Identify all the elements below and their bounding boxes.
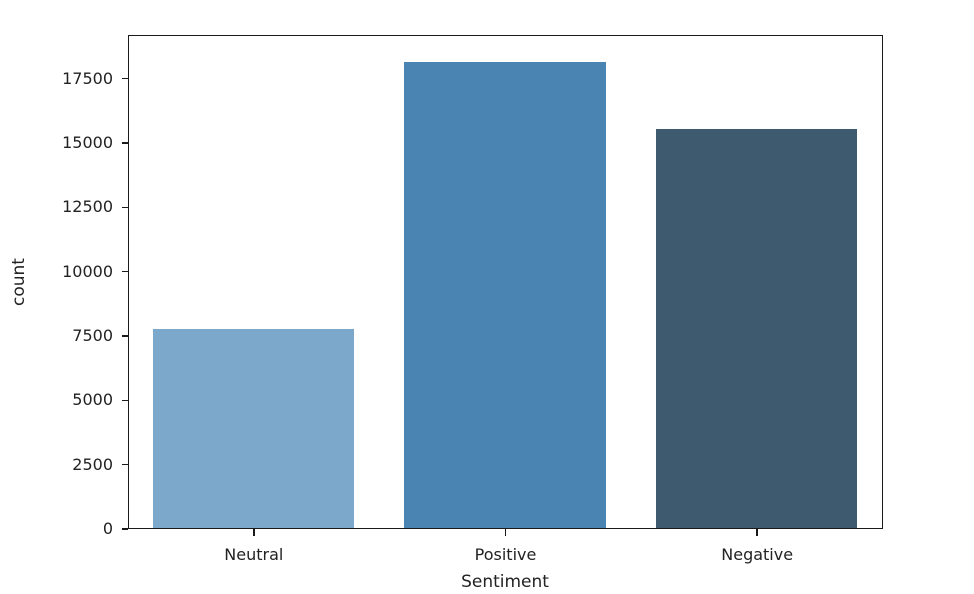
y-tick-mark: [121, 335, 128, 337]
bar-positive: [404, 62, 606, 528]
y-tick-label: 5000: [72, 390, 113, 410]
y-tick-mark: [121, 528, 128, 530]
bar-neutral: [152, 328, 354, 528]
y-axis-label: count: [9, 258, 29, 306]
x-tick-mark: [756, 529, 758, 536]
x-tick-mark: [504, 529, 507, 536]
bar-negative: [656, 129, 858, 528]
x-tick-label-neutral: Neutral: [224, 545, 284, 564]
y-tick-label: 7500: [72, 326, 113, 346]
y-tick-label: 15000: [62, 133, 113, 153]
y-tick-label: 10000: [62, 261, 113, 281]
y-tick-label: 12500: [62, 197, 113, 217]
x-tick-label-positive: Positive: [474, 545, 537, 564]
x-tick-mark: [253, 529, 255, 536]
x-tick-label-negative: Negative: [721, 545, 794, 564]
y-tick-label: 0: [102, 519, 113, 538]
y-tick-mark: [121, 270, 128, 273]
y-tick-mark: [121, 77, 128, 80]
y-tick-mark: [121, 399, 128, 402]
y-tick-mark: [121, 142, 128, 144]
x-axis-label: Sentiment: [461, 572, 549, 592]
y-tick-mark: [121, 463, 128, 466]
plot-area: [128, 35, 883, 529]
y-tick-label: 2500: [72, 454, 113, 474]
y-tick-mark: [121, 206, 128, 209]
y-tick-label: 17500: [62, 68, 113, 88]
